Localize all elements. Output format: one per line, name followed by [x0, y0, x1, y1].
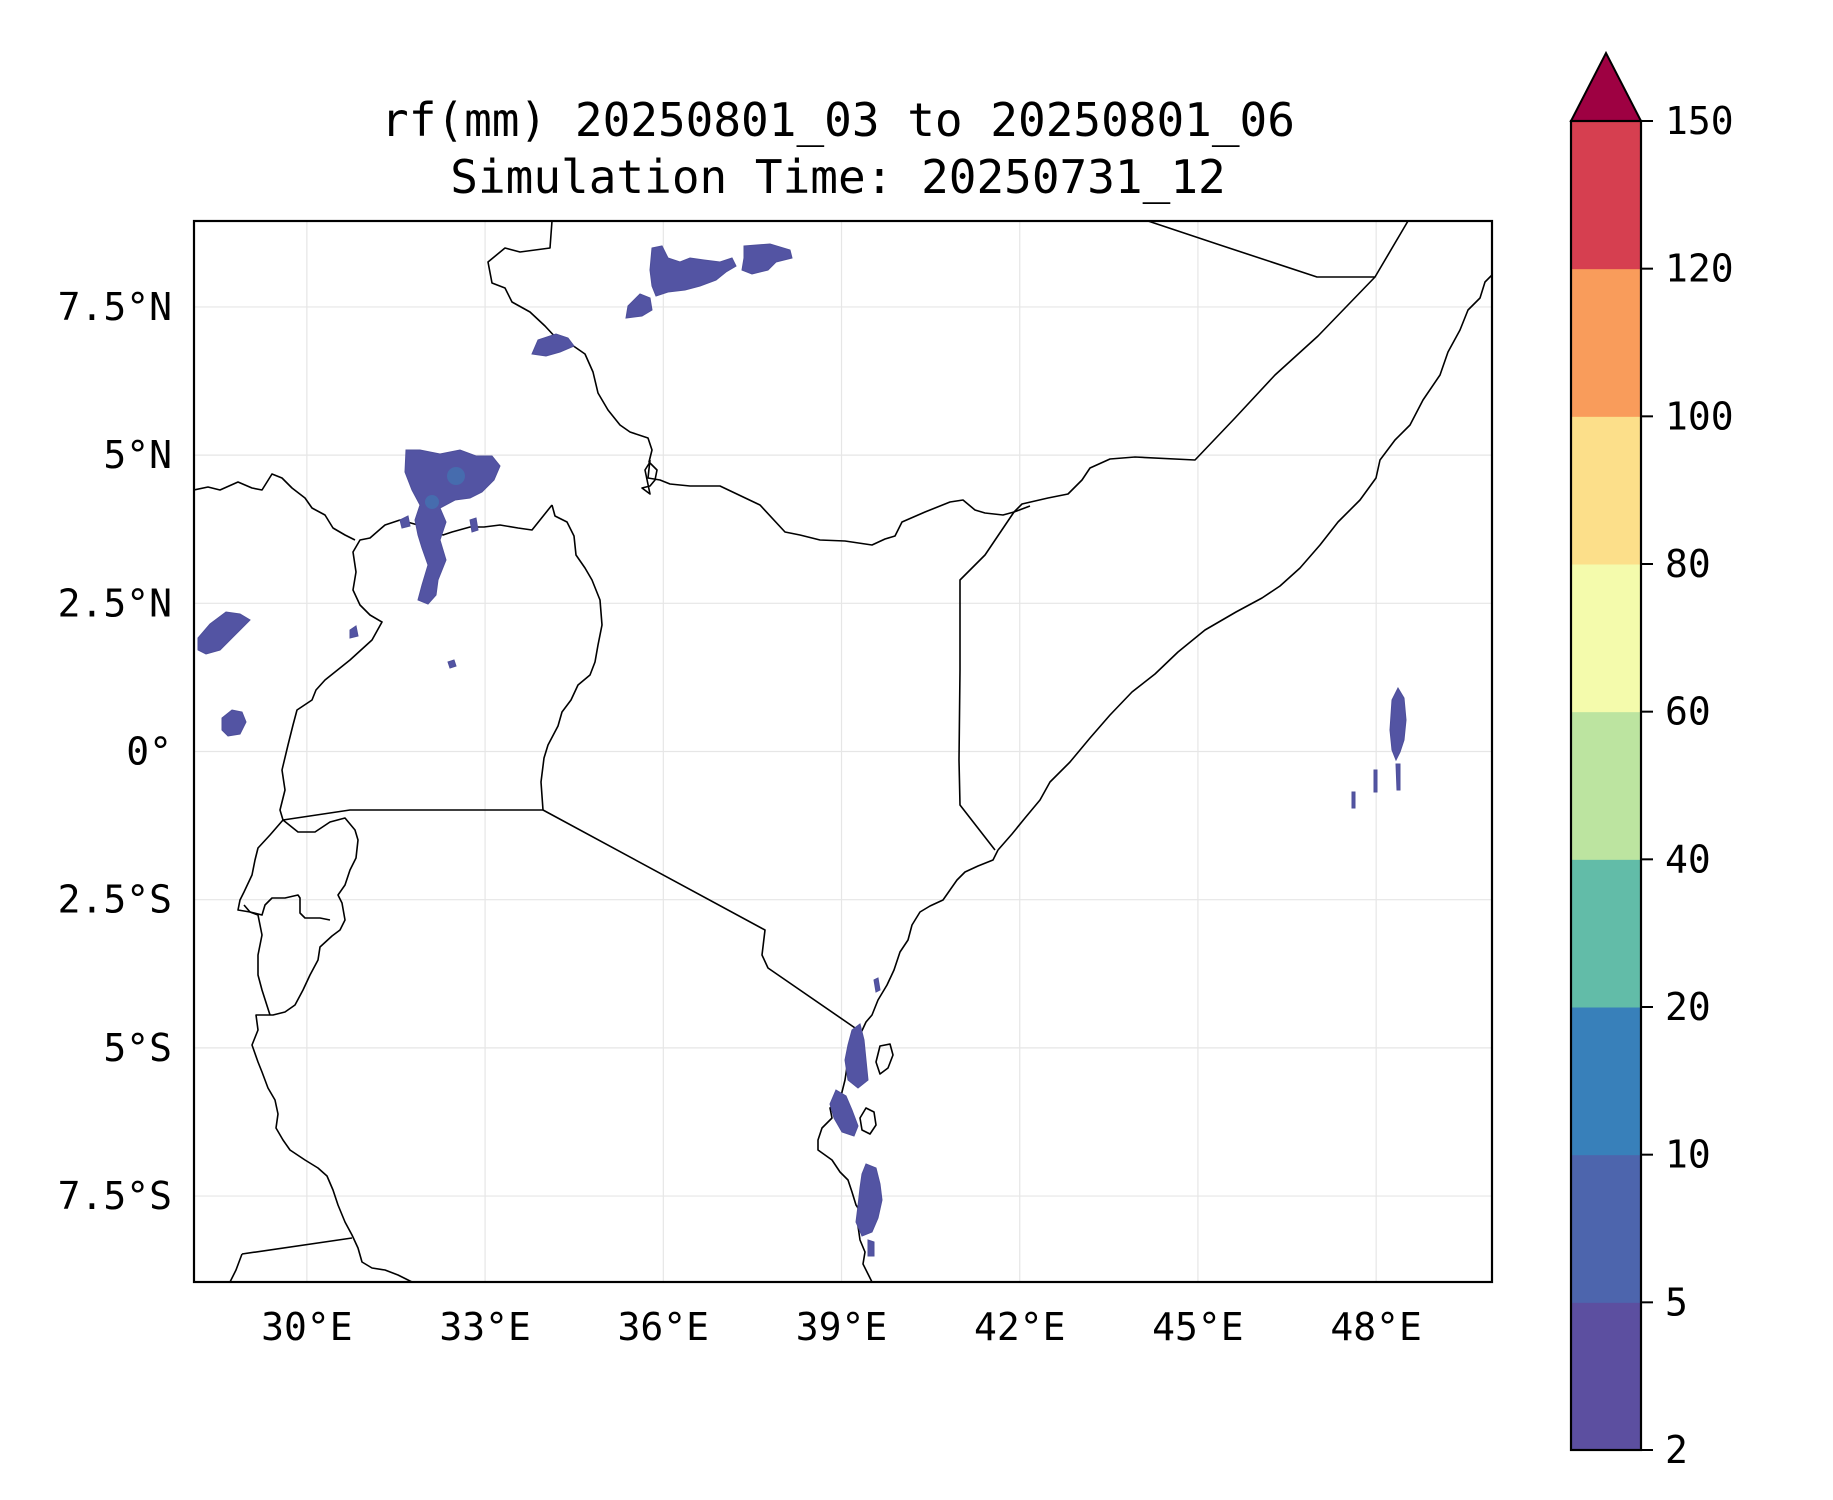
- map-title-line1: rf(mm) 20250801_03 to 20250801_06: [381, 93, 1295, 147]
- rain-patch-tanzania-coast-1: [844, 1023, 869, 1089]
- lat-tick-label: 7.5°S: [58, 1174, 172, 1218]
- rain-patch-uganda-4: [469, 517, 479, 533]
- lon-tick-label: 45°E: [1152, 1305, 1244, 1349]
- map-frame: [192, 219, 1494, 1284]
- latitude-ticks: 7.5°N 5°N 2.5°N 0° 2.5°S 5°S 7.5°S: [58, 285, 172, 1218]
- colorbar-segment: [1571, 268, 1641, 417]
- border-burundi-tanzania: [243, 894, 331, 921]
- rain-patch-uganda-3: [399, 515, 411, 529]
- colorbar-segment: [1571, 859, 1641, 1008]
- border-kenya-tanzania: [542, 809, 859, 1031]
- rain-patch-south-sudan-1: [531, 333, 575, 357]
- rain-patch-uganda-1: [349, 625, 359, 639]
- colorbar-tick-label: 10: [1665, 1133, 1711, 1177]
- border-south-sudan-ethiopia: [487, 221, 658, 495]
- rain-patch-tanzania-coast-2: [829, 1089, 859, 1137]
- border-rwanda-burundi: [251, 817, 413, 1282]
- lon-tick-label: 39°E: [796, 1305, 888, 1349]
- colorbar-tick-label: 40: [1665, 837, 1711, 881]
- lake-kivu-outline: [237, 819, 284, 1016]
- map-title-line2: Simulation Time: 20250731_12: [450, 150, 1225, 204]
- island-zanzibar: [859, 1107, 877, 1135]
- colorbar-segment: [1571, 121, 1641, 270]
- rain-patch-south-sudan-east-2: [741, 243, 793, 275]
- border-south-sudan-drc: [194, 473, 356, 541]
- border-ethiopia-somalia: [1013, 276, 1376, 513]
- lon-tick-label: 48°E: [1330, 1305, 1422, 1349]
- colorbar-segment: [1571, 1007, 1641, 1156]
- lon-tick-label: 42°E: [974, 1305, 1066, 1349]
- border-kenya-somalia: [958, 511, 1015, 851]
- border-uganda: [279, 504, 553, 821]
- colorbar-segment: [1571, 1154, 1641, 1303]
- country-borders: [194, 221, 1492, 1282]
- lat-tick-label: 5°N: [103, 433, 172, 477]
- rain-patch-somalia-offshore-2: [1395, 763, 1401, 791]
- rain-patch-tanzania-coast-4: [867, 1239, 875, 1257]
- lat-tick-label: 2.5°N: [58, 581, 172, 625]
- lon-tick-label: 30°E: [261, 1305, 353, 1349]
- rain-patch-somalia-offshore-3: [1373, 769, 1378, 793]
- colorbar-segment: [1571, 711, 1641, 860]
- coast-somalia: [997, 274, 1492, 851]
- border-tanzania-zambia: [241, 1237, 353, 1255]
- border-ethiopia-kenya: [647, 459, 1031, 546]
- longitude-ticks: 30°E 33°E 36°E 39°E 42°E 45°E 48°E: [261, 1305, 1422, 1349]
- rain-patch-tanzania-coast-3: [855, 1163, 883, 1237]
- colorbar-extend-arrow: [1569, 50, 1643, 122]
- lat-tick-label: 5°S: [103, 1026, 172, 1070]
- rain-patch-drc-2: [221, 709, 247, 737]
- colorbar-segment: [1571, 1302, 1641, 1451]
- rain-core-south-sudan-2: [425, 495, 439, 509]
- colorbar-tick-label: 20: [1665, 985, 1711, 1029]
- colorbar-tick-label: 120: [1665, 247, 1734, 291]
- rain-patch-tanzania-coast-5: [873, 977, 881, 993]
- rain-patch-south-sudan-2: [404, 449, 501, 605]
- colorbar-tick-label: 2: [1665, 1428, 1688, 1472]
- rainfall-field: [197, 243, 1407, 1257]
- lat-tick-label: 7.5°N: [58, 285, 172, 329]
- border-bottom-left: [229, 1253, 243, 1282]
- map-panel: 30°E 33°E 36°E 39°E 42°E 45°E 48°E 7.5°N 5°N 2.5…: [58, 219, 1494, 1349]
- rain-patch-drc-1: [197, 611, 251, 655]
- colorbar-tick-label: 60: [1665, 690, 1711, 734]
- rain-patch-somalia-offshore: [1389, 686, 1407, 762]
- lon-tick-label: 33°E: [439, 1305, 531, 1349]
- lon-tick-label: 36°E: [618, 1305, 710, 1349]
- colorbar-frame: [1569, 119, 1643, 1452]
- rain-core-south-sudan: [447, 467, 465, 485]
- colorbar-segment: [1571, 564, 1641, 713]
- rain-patch-south-sudan-east-3: [625, 293, 653, 319]
- colorbar-tick-label: 100: [1665, 394, 1734, 438]
- island-pemba: [875, 1043, 894, 1075]
- lat-tick-label: 0°: [126, 730, 172, 774]
- lat-tick-label: 2.5°S: [58, 878, 172, 922]
- colorbar-tick-label: 5: [1665, 1280, 1688, 1324]
- colorbar: 2 5 10 20 40 60 80 100 120 150: [1569, 50, 1734, 1472]
- rain-patch-uganda-2: [447, 659, 457, 669]
- border-somaliland: [1147, 221, 1409, 278]
- colorbar-tick-label: 150: [1665, 99, 1734, 143]
- colorbar-segment: [1571, 416, 1641, 565]
- border-uganda-kenya: [540, 504, 603, 811]
- rain-patch-south-sudan-east-1: [649, 245, 737, 297]
- rain-patch-somalia-offshore-4: [1351, 791, 1356, 809]
- colorbar-tick-label: 80: [1665, 542, 1711, 586]
